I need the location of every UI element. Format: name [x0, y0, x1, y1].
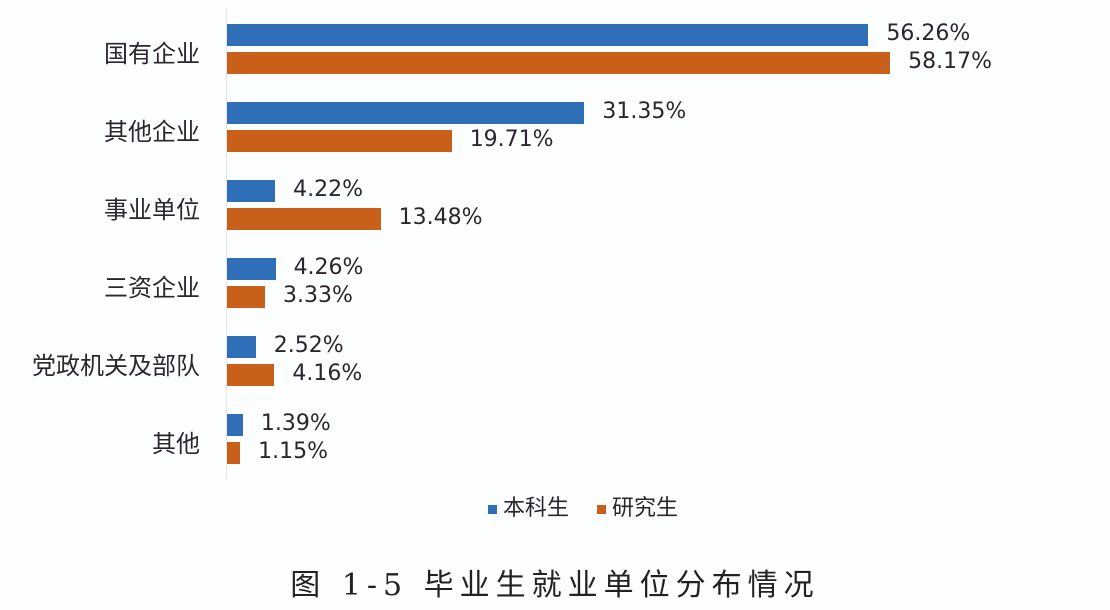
- bar: [227, 24, 869, 46]
- category-label: 国有企业: [104, 40, 200, 68]
- bar: [227, 336, 256, 358]
- legend-item-undergrad: 本科生: [488, 490, 569, 522]
- bar-value-label: 58.17%: [908, 49, 993, 74]
- legend-label: 研究生: [612, 496, 679, 521]
- category-label: 三资企业: [104, 274, 200, 302]
- bar-value-label: 1.39%: [260, 411, 331, 436]
- bar: [227, 102, 585, 124]
- y-axis-line: [226, 10, 227, 478]
- category-label: 事业单位: [104, 196, 200, 224]
- bar-value-label: 31.35%: [602, 99, 687, 124]
- bar: [227, 130, 452, 152]
- bar-value-label: 19.71%: [469, 127, 554, 152]
- category-label: 党政机关及部队: [32, 352, 200, 380]
- bar-value-label: 4.22%: [293, 177, 363, 202]
- bar-value-label: 3.33%: [282, 283, 353, 308]
- bar: [227, 414, 243, 436]
- bar: [227, 180, 276, 202]
- bar-value-label: 4.16%: [292, 361, 363, 386]
- legend-swatch-icon: [597, 504, 607, 514]
- legend-label: 本科生: [503, 496, 570, 521]
- bar-value-label: 1.15%: [258, 439, 328, 464]
- category-label: 其他企业: [104, 118, 200, 146]
- bar: [227, 286, 265, 308]
- bar: [227, 52, 891, 74]
- bar-value-label: 2.52%: [273, 333, 344, 358]
- category-label: 其他: [152, 430, 200, 458]
- legend-item-graduate: 研究生: [597, 490, 678, 522]
- bar: [227, 364, 275, 386]
- legend: 本科生 研究生: [488, 490, 678, 522]
- bar-value-label: 13.48%: [398, 205, 483, 230]
- bar-value-label: 4.26%: [293, 255, 364, 280]
- figure-caption: 图 1-5 毕业生就业单位分布情况: [290, 568, 820, 603]
- bar: [227, 208, 381, 230]
- bar: [227, 442, 241, 464]
- legend-swatch-icon: [488, 504, 497, 514]
- bar-value-label: 56.26%: [886, 21, 971, 46]
- bar: [227, 258, 276, 280]
